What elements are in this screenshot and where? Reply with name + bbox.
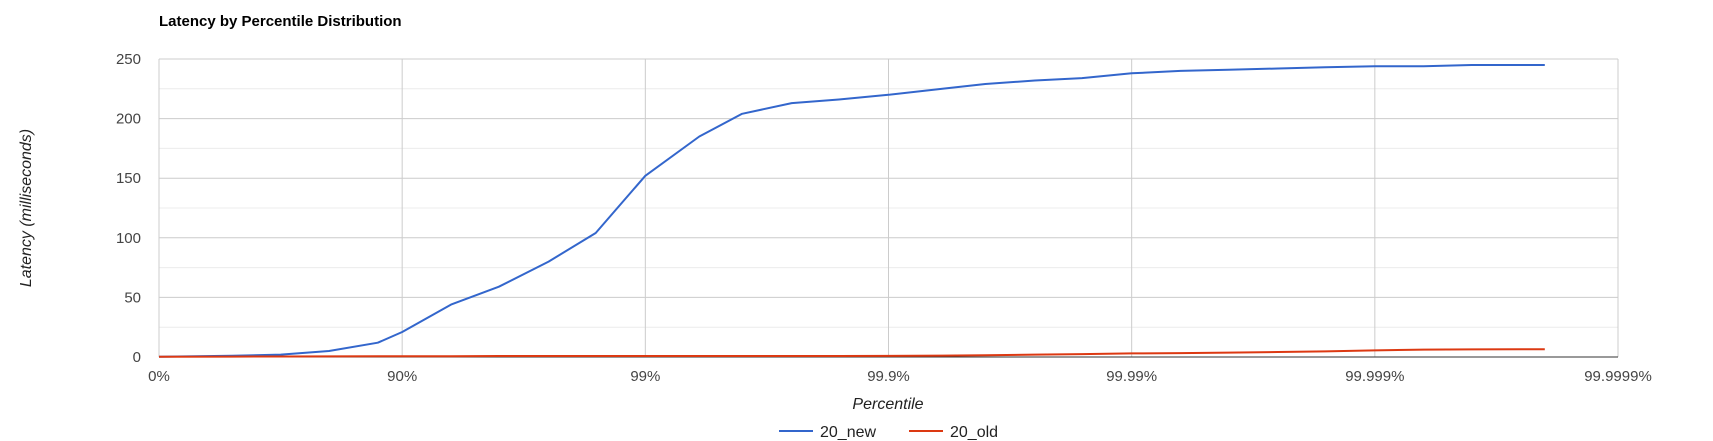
x-axis-title: Percentile — [852, 396, 923, 413]
x-tick-label: 99.999% — [1345, 368, 1404, 385]
legend-label-20_new[interactable]: 20_new — [820, 424, 876, 441]
chart-grid — [158, 58, 1619, 358]
chart-title: Latency by Percentile Distribution — [159, 13, 402, 30]
legend-label-20_old[interactable]: 20_old — [950, 424, 998, 441]
y-tick-label: 200 — [116, 111, 141, 128]
tick-labels: 0 50 100 150 200 250 0% 90% 99% 99.9% 99.99% 99.999… — [116, 51, 1652, 385]
series-line-20_new — [158, 64, 1545, 358]
y-tick-label: 50 — [124, 289, 141, 306]
y-tick-label: 150 — [116, 170, 141, 187]
x-tick-label: 0% — [148, 368, 170, 385]
x-tick-label: 99% — [630, 368, 660, 385]
y-axis-title: Latency (milliseconds) — [18, 129, 35, 287]
y-tick-label: 0 — [133, 349, 141, 366]
y-tick-label: 100 — [116, 230, 141, 247]
chart-legend[interactable]: 20_new 20_old — [779, 424, 998, 441]
x-tick-label: 99.9999% — [1584, 368, 1652, 385]
series-layer — [158, 64, 1545, 358]
x-tick-label: 99.9% — [867, 368, 910, 385]
y-tick-label: 250 — [116, 51, 141, 68]
x-tick-label: 99.99% — [1106, 368, 1157, 385]
series-line-20_old — [158, 348, 1545, 358]
x-tick-label: 90% — [387, 368, 417, 385]
